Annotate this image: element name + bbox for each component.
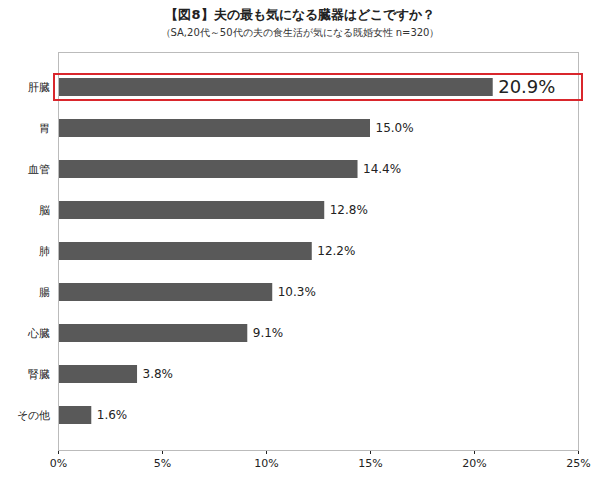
svg-text:肺: 肺 (39, 245, 50, 258)
svg-text:15.0%: 15.0% (376, 121, 414, 135)
svg-text:1.6%: 1.6% (97, 408, 128, 422)
svg-text:14.4%: 14.4% (363, 162, 401, 176)
svg-text:5%: 5% (154, 457, 171, 470)
svg-text:心臓: 心臓 (27, 327, 50, 340)
svg-text:25%: 25% (566, 457, 590, 470)
svg-text:その他: その他 (17, 409, 50, 422)
svg-text:10%: 10% (254, 457, 278, 470)
svg-text:9.1%: 9.1% (253, 326, 284, 340)
svg-text:10.3%: 10.3% (278, 285, 316, 299)
svg-text:腸: 腸 (39, 286, 50, 299)
svg-text:12.2%: 12.2% (317, 244, 355, 258)
svg-text:肝臓: 肝臓 (28, 81, 50, 94)
svg-text:脳: 脳 (39, 204, 50, 217)
html-text:（SA,20代～50代の夫の食生活が気になる既婚女性 n=3: （SA,20代～50代の夫の食生活が気になる既婚女性 n=320） (160, 27, 440, 38)
svg-text:腎臓: 腎臓 (28, 368, 50, 381)
svg-text:血管: 血管 (28, 163, 50, 176)
svg-text:0%: 0% (50, 457, 67, 470)
svg-text:3.8%: 3.8% (143, 367, 174, 381)
svg-text:胃: 胃 (39, 122, 50, 135)
svg-text:20.9%: 20.9% (498, 76, 555, 97)
svg-text:12.8%: 12.8% (330, 203, 368, 217)
svg-text:20%: 20% (462, 457, 486, 470)
html-text:【図8】夫の最も気になる臓器はどこですか？: 【図8】夫の最も気になる臓器はどこですか？ (165, 7, 435, 22)
svg-text:15%: 15% (358, 457, 382, 470)
